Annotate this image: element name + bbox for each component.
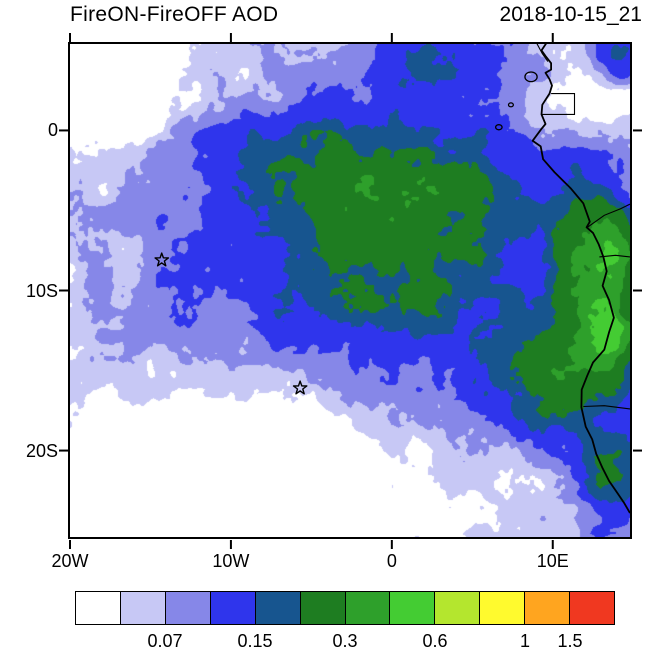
colorbar-tick-label: 0.3: [332, 631, 358, 651]
colorbar-cell: [76, 592, 121, 624]
plot-datetime: 2018-10-15_21: [499, 3, 642, 26]
colorbar-cell: [435, 592, 481, 624]
island-outline: [524, 71, 538, 83]
x-axis-label: 20W: [51, 551, 89, 571]
colorbar-cell: [570, 592, 615, 624]
map-overlay: [154, 44, 630, 514]
colorbar-cell: [480, 592, 526, 624]
colorbar-tick-label: 0.15: [237, 631, 273, 651]
x-axis-label: 10E: [536, 551, 569, 571]
country-border: [536, 44, 549, 62]
colorbar-cell: [525, 592, 571, 624]
x-axis-label: 10W: [212, 551, 250, 571]
plot-title: FireON-FireOFF AOD: [70, 3, 279, 26]
colorbar-tick-label: 0.07: [147, 631, 183, 651]
colorbar-tick-label: 1: [519, 631, 531, 651]
country-border: [587, 203, 630, 228]
colorbar-cell: [345, 592, 391, 624]
country-border: [599, 254, 630, 258]
colorbar-tick-label: 1.5: [557, 631, 583, 651]
map-frame: [68, 42, 632, 539]
africa-coastline: [531, 44, 630, 514]
island-outline: [507, 102, 514, 108]
colorbar-cell: [210, 592, 256, 624]
island-outline: [494, 124, 503, 131]
colorbar-labels: 0.07 0.15 0.3 0.6 1 1.5: [75, 631, 615, 657]
x-axis-label: 0: [386, 551, 397, 571]
colorbar-tick-label: 0.6: [422, 631, 448, 651]
aod-field-canvas: [70, 44, 630, 537]
colorbar-cell: [300, 592, 346, 624]
colorbar-cell: [120, 592, 166, 624]
colorbar: [75, 591, 615, 625]
y-axis-label: 20S: [25, 440, 58, 461]
country-border: [541, 93, 576, 115]
y-axis-label: 0: [47, 120, 58, 141]
colorbar-cell: [390, 592, 436, 624]
fire-location-star-marker: [154, 252, 170, 267]
country-border: [583, 405, 630, 410]
y-axis-label: 10S: [25, 280, 58, 301]
colorbar-cell: [255, 592, 301, 624]
fire-location-star-marker: [292, 380, 308, 395]
colorbar-cell: [165, 592, 211, 624]
